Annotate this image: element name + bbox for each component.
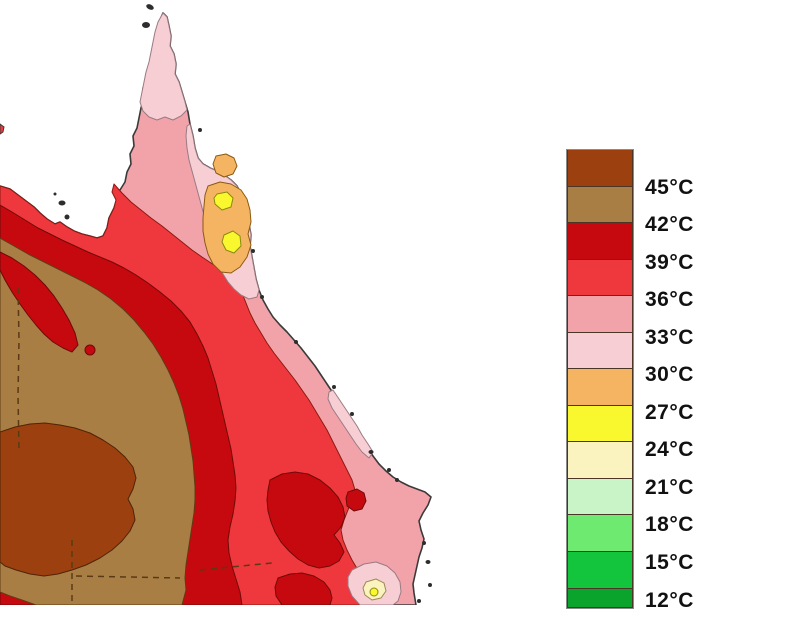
band-39-se-blob [266,471,346,569]
legend-swatch-33 [567,295,633,333]
legend-swatch-30 [567,331,633,370]
legend-label-15: 15°C [645,551,694,575]
band-39-se-spot [345,488,367,512]
island-dots [53,4,432,603]
legend-label-12: 12°C [645,588,694,612]
legend-swatch-21 [567,441,633,479]
map-canvas [0,4,432,605]
legend-swatch-18 [567,477,633,516]
band-27-patch-large [202,181,252,274]
legend-label-45: 45°C [645,175,694,199]
legend-swatch-15 [567,514,633,553]
legend-label-42: 42°C [645,213,694,237]
legend-swatch-12 [567,551,633,589]
temperature-legend: 45°C 42°C 39°C 36°C 33°C 30°C 27°C 24°C … [566,149,800,620]
band-24-spot-2 [221,230,242,254]
legend-swatch-24 [567,404,633,443]
legend-swatch-36 [567,258,633,297]
legend-swatch-39 [567,222,633,260]
band-39-se-blob-bottom [274,572,333,605]
legend-label-27: 27°C [645,400,694,424]
band-27-patch-small [212,153,238,178]
temperature-map [0,4,432,605]
legend-colorbar [566,149,634,609]
band-24-se-dot [369,587,379,597]
legend-label-21: 21°C [645,475,694,499]
legend-label-39: 39°C [645,250,694,274]
legend-label-18: 18°C [645,513,694,537]
legend-swatch-42 [567,185,633,224]
legend-swatch-45 [567,149,633,187]
legend-labels: 45°C 42°C 39°C 36°C 33°C 30°C 27°C 24°C … [645,169,694,620]
legend-label-33: 33°C [645,325,694,349]
legend-label-30: 30°C [645,363,694,387]
band-39-tongue [0,251,79,353]
band-30-coastal-sliver [327,389,374,459]
band-30-cape-tip [139,12,188,121]
legend-swatch-27 [567,368,633,406]
legend-label-36: 36°C [645,288,694,312]
district-dashed-lines [17,287,273,605]
band-24-spot-1 [213,191,234,211]
coast-sliver [0,123,5,135]
band-45-core [0,422,137,577]
legend-label-24: 24°C [645,438,694,462]
band-39-spot [84,344,96,356]
